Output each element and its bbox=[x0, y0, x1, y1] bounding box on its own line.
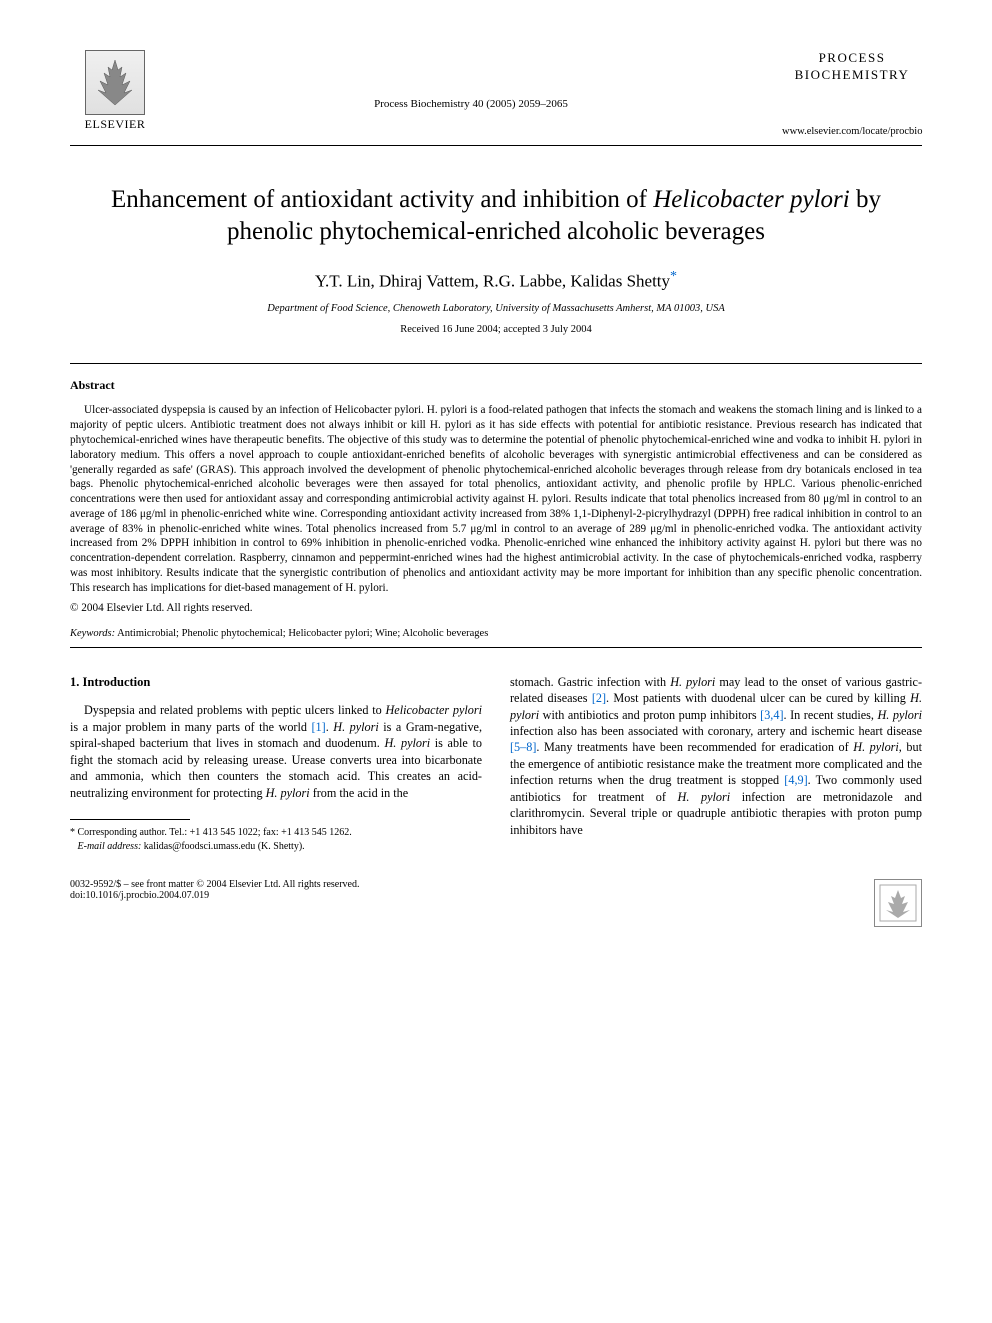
footnote-rule bbox=[70, 819, 190, 820]
footnote-email: kalidas@foodsci.umass.edu (K. Shetty). bbox=[141, 841, 304, 852]
intro-paragraph-right: stomach. Gastric infection with H. pylor… bbox=[510, 674, 922, 839]
affiliation: Department of Food Science, Chenoweth La… bbox=[70, 303, 922, 314]
ref-link-5-8[interactable]: [5–8] bbox=[510, 740, 536, 754]
introduction-heading: 1. Introduction bbox=[70, 674, 482, 691]
ref-link-1[interactable]: [1] bbox=[311, 720, 325, 734]
footnote-email-label: E-mail address: bbox=[78, 841, 142, 852]
journal-title: PROCESS BIOCHEMISTRY bbox=[782, 50, 922, 84]
elsevier-tree-icon bbox=[85, 50, 145, 115]
column-right: stomach. Gastric infection with H. pylor… bbox=[510, 674, 922, 854]
footer-doi: doi:10.1016/j.procbio.2004.07.019 bbox=[70, 890, 359, 901]
journal-header: ELSEVIER Process Biochemistry 40 (2005) … bbox=[70, 50, 922, 137]
authors-names: Y.T. Lin, Dhiraj Vattem, R.G. Labbe, Kal… bbox=[315, 271, 670, 290]
journal-title-block: PROCESS BIOCHEMISTRY www.elsevier.com/lo… bbox=[782, 50, 922, 137]
abstract-body: Ulcer-associated dyspepsia is caused by … bbox=[70, 403, 922, 595]
keywords-text: Antimicrobial; Phenolic phytochemical; H… bbox=[115, 628, 488, 639]
journal-url: www.elsevier.com/locate/procbio bbox=[782, 126, 922, 137]
corresponding-footnote: * Corresponding author. Tel.: +1 413 545… bbox=[70, 826, 482, 853]
column-left: 1. Introduction Dyspepsia and related pr… bbox=[70, 674, 482, 854]
footer-left: 0032-9592/$ – see front matter © 2004 El… bbox=[70, 879, 359, 927]
journal-title-line2: BIOCHEMISTRY bbox=[795, 67, 910, 82]
footnote-email-line: E-mail address: kalidas@foodsci.umass.ed… bbox=[70, 840, 482, 854]
ref-link-2[interactable]: [2] bbox=[592, 691, 606, 705]
abstract-bottom-divider bbox=[70, 647, 922, 648]
authors-line: Y.T. Lin, Dhiraj Vattem, R.G. Labbe, Kal… bbox=[70, 269, 922, 292]
publisher-block: ELSEVIER bbox=[70, 50, 160, 132]
title-part1: Enhancement of antioxidant activity and … bbox=[111, 186, 653, 213]
ref-link-4-9[interactable]: [4,9] bbox=[784, 773, 807, 787]
abstract-heading: Abstract bbox=[70, 378, 922, 393]
ref-link-3-4[interactable]: [3,4] bbox=[760, 708, 783, 722]
article-dates: Received 16 June 2004; accepted 3 July 2… bbox=[70, 324, 922, 335]
corresponding-marker: * bbox=[670, 269, 677, 284]
intro-paragraph-left: Dyspepsia and related problems with pept… bbox=[70, 702, 482, 801]
journal-title-line1: PROCESS bbox=[819, 50, 886, 65]
elsevier-footer-logo-icon bbox=[874, 879, 922, 927]
abstract-top-divider bbox=[70, 363, 922, 364]
abstract-text: Ulcer-associated dyspepsia is caused by … bbox=[70, 404, 922, 593]
article-title: Enhancement of antioxidant activity and … bbox=[110, 184, 882, 249]
footer-issn: 0032-9592/$ – see front matter © 2004 El… bbox=[70, 879, 359, 890]
page-footer: 0032-9592/$ – see front matter © 2004 El… bbox=[70, 879, 922, 927]
keywords-line: Keywords: Antimicrobial; Phenolic phytoc… bbox=[70, 628, 922, 639]
abstract-copyright: © 2004 Elsevier Ltd. All rights reserved… bbox=[70, 602, 922, 614]
footnote-corr: * Corresponding author. Tel.: +1 413 545… bbox=[70, 826, 482, 840]
title-italic: Helicobacter pylori bbox=[653, 186, 849, 213]
header-divider bbox=[70, 145, 922, 146]
journal-reference: Process Biochemistry 40 (2005) 2059–2065 bbox=[160, 50, 782, 110]
keywords-label: Keywords: bbox=[70, 628, 115, 639]
publisher-name: ELSEVIER bbox=[85, 117, 146, 132]
main-content-columns: 1. Introduction Dyspepsia and related pr… bbox=[70, 674, 922, 854]
